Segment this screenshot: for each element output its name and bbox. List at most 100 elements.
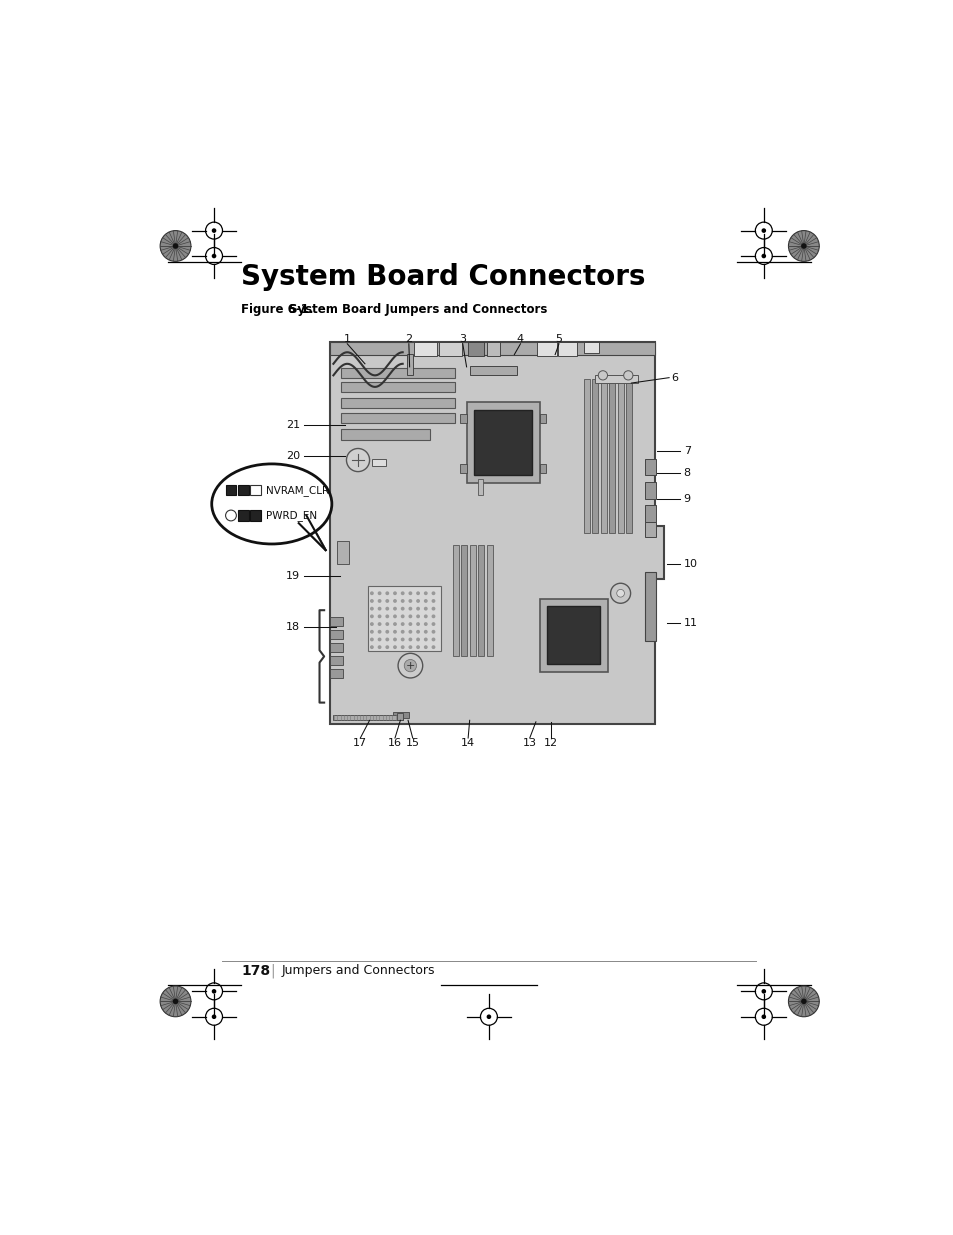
- Circle shape: [416, 599, 419, 603]
- Bar: [237, 510, 249, 521]
- Circle shape: [225, 510, 236, 521]
- Circle shape: [423, 599, 427, 603]
- Circle shape: [393, 622, 396, 626]
- Text: +: +: [405, 661, 415, 671]
- Circle shape: [370, 637, 374, 641]
- Circle shape: [760, 989, 765, 994]
- Text: Jumpers and Connectors: Jumpers and Connectors: [281, 965, 435, 977]
- Circle shape: [610, 583, 630, 603]
- Text: 1: 1: [343, 335, 351, 345]
- Bar: [329, 643, 343, 652]
- Circle shape: [431, 622, 435, 626]
- Circle shape: [377, 637, 381, 641]
- Circle shape: [212, 228, 216, 233]
- Circle shape: [598, 370, 607, 380]
- Circle shape: [423, 630, 427, 634]
- Circle shape: [431, 606, 435, 610]
- Text: 12: 12: [543, 737, 558, 747]
- Circle shape: [416, 606, 419, 610]
- Bar: [608, 379, 615, 534]
- Circle shape: [431, 630, 435, 634]
- Circle shape: [423, 592, 427, 595]
- Text: 11: 11: [683, 619, 697, 629]
- Circle shape: [400, 615, 404, 619]
- Circle shape: [370, 630, 374, 634]
- Bar: [539, 464, 545, 473]
- Circle shape: [408, 592, 412, 595]
- Bar: [470, 366, 517, 375]
- Circle shape: [408, 606, 412, 610]
- Bar: [333, 715, 402, 720]
- Text: 17: 17: [353, 737, 367, 747]
- Circle shape: [393, 592, 396, 595]
- Bar: [368, 585, 440, 651]
- Circle shape: [385, 606, 389, 610]
- Bar: [414, 342, 436, 356]
- Bar: [460, 414, 466, 424]
- Circle shape: [760, 1014, 765, 1019]
- Bar: [583, 342, 598, 353]
- Circle shape: [393, 599, 396, 603]
- Bar: [539, 599, 607, 672]
- Circle shape: [370, 645, 374, 650]
- Circle shape: [787, 986, 819, 1016]
- Text: 15: 15: [405, 737, 419, 747]
- Bar: [329, 656, 343, 664]
- Bar: [486, 545, 493, 656]
- Polygon shape: [298, 515, 325, 550]
- Bar: [372, 458, 385, 466]
- Circle shape: [385, 622, 389, 626]
- Bar: [617, 379, 623, 534]
- Bar: [592, 379, 598, 534]
- Bar: [469, 545, 476, 656]
- Text: PWRD_EN: PWRD_EN: [265, 510, 316, 521]
- Bar: [341, 368, 455, 378]
- Circle shape: [408, 645, 412, 650]
- Circle shape: [431, 592, 435, 595]
- Circle shape: [393, 615, 396, 619]
- Circle shape: [408, 630, 412, 634]
- Bar: [644, 482, 656, 499]
- Circle shape: [423, 606, 427, 610]
- Bar: [329, 630, 343, 638]
- Circle shape: [416, 622, 419, 626]
- Circle shape: [393, 637, 396, 641]
- Bar: [539, 414, 545, 424]
- Circle shape: [377, 622, 381, 626]
- Bar: [460, 545, 467, 656]
- Text: System Board Connectors: System Board Connectors: [241, 263, 645, 290]
- Text: 178: 178: [241, 963, 270, 978]
- Circle shape: [393, 645, 396, 650]
- Bar: [583, 379, 589, 534]
- Circle shape: [377, 630, 381, 634]
- Bar: [600, 379, 606, 534]
- Bar: [438, 342, 461, 356]
- Text: 14: 14: [460, 737, 475, 747]
- Circle shape: [616, 589, 624, 597]
- Circle shape: [377, 615, 381, 619]
- Bar: [341, 398, 455, 408]
- Circle shape: [385, 592, 389, 595]
- Circle shape: [408, 599, 412, 603]
- Text: 2: 2: [405, 335, 412, 345]
- Bar: [336, 541, 349, 564]
- Circle shape: [400, 592, 404, 595]
- Circle shape: [787, 231, 819, 262]
- Circle shape: [431, 615, 435, 619]
- Bar: [329, 669, 343, 678]
- Bar: [625, 379, 632, 534]
- Circle shape: [160, 986, 191, 1016]
- Circle shape: [408, 637, 412, 641]
- Text: 13: 13: [522, 737, 537, 747]
- Polygon shape: [329, 342, 664, 724]
- Bar: [393, 711, 409, 718]
- Text: |: |: [270, 963, 274, 978]
- Circle shape: [486, 1014, 491, 1019]
- Circle shape: [760, 228, 765, 233]
- Circle shape: [400, 606, 404, 610]
- Text: 18: 18: [286, 622, 300, 632]
- Circle shape: [370, 606, 374, 610]
- Text: Figure 6-1.: Figure 6-1.: [241, 303, 314, 316]
- Circle shape: [623, 370, 632, 380]
- Circle shape: [801, 999, 806, 1004]
